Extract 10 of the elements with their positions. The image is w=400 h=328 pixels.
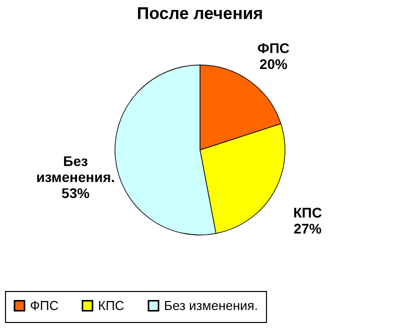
data-label: 27% (294, 220, 322, 237)
legend-label: КПС (98, 298, 124, 313)
data-label: 20% (259, 56, 288, 72)
legend-label: ФПС (30, 298, 59, 313)
slice-label: Без изменения. (36, 152, 115, 185)
data-label: 53% (62, 184, 90, 201)
chart-title: После лечения (136, 4, 264, 23)
slice-label: КПС (293, 204, 322, 221)
slice-label: ФПС (257, 40, 290, 56)
legend-label: Без изменения. (164, 298, 258, 313)
